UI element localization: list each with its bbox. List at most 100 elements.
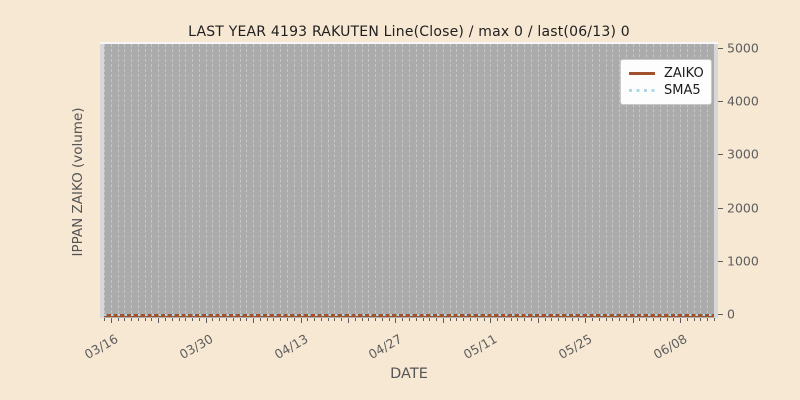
x-minor-tick bbox=[314, 318, 316, 321]
gridline bbox=[632, 44, 634, 318]
x-minor-tick bbox=[212, 318, 214, 321]
gridline bbox=[524, 44, 526, 318]
gridline bbox=[578, 44, 580, 318]
y-tick-label: 4000 bbox=[727, 93, 759, 109]
x-minor-tick bbox=[497, 318, 499, 321]
gridline bbox=[158, 44, 160, 318]
gridline bbox=[185, 44, 187, 318]
gridline bbox=[707, 44, 709, 318]
x-major-tick bbox=[680, 318, 682, 323]
x-minor-tick bbox=[476, 318, 478, 321]
x-minor-tick bbox=[578, 318, 580, 321]
gridline bbox=[171, 44, 173, 318]
gridline bbox=[341, 44, 343, 318]
x-tick-label: 06/08 bbox=[650, 331, 690, 363]
gridline bbox=[354, 44, 356, 318]
gridline bbox=[368, 44, 370, 318]
zaiko-line-swatch-icon bbox=[629, 72, 655, 75]
gridline bbox=[639, 44, 641, 318]
y-tick-mark bbox=[718, 260, 723, 262]
x-minor-tick bbox=[646, 318, 648, 321]
legend: ZAIKO SMA5 bbox=[620, 59, 712, 105]
x-minor-tick bbox=[327, 318, 329, 321]
x-major-tick bbox=[632, 318, 634, 323]
x-minor-tick bbox=[517, 318, 519, 321]
x-minor-tick bbox=[320, 318, 322, 321]
gridline bbox=[232, 44, 234, 318]
x-minor-tick bbox=[625, 318, 627, 321]
x-minor-tick bbox=[239, 318, 241, 321]
x-minor-tick bbox=[666, 318, 668, 321]
x-minor-tick bbox=[700, 318, 702, 321]
gridline bbox=[700, 44, 702, 318]
x-minor-tick bbox=[144, 318, 146, 321]
gridline bbox=[124, 44, 126, 318]
x-major-tick bbox=[585, 318, 587, 323]
sma5-dotted-swatch-icon bbox=[629, 89, 655, 92]
y-tick-mark bbox=[718, 154, 723, 156]
gridline bbox=[456, 44, 458, 318]
x-minor-tick bbox=[246, 318, 248, 321]
x-minor-tick bbox=[341, 318, 343, 321]
x-tick-label: 04/13 bbox=[271, 331, 311, 363]
plot-background bbox=[104, 44, 714, 318]
x-minor-tick bbox=[409, 318, 410, 321]
gridline bbox=[510, 44, 512, 318]
x-minor-tick bbox=[266, 318, 268, 321]
x-minor-tick bbox=[510, 318, 512, 321]
gridline bbox=[442, 44, 444, 318]
y-tick-mark bbox=[718, 48, 723, 49]
x-minor-tick bbox=[151, 318, 153, 321]
gridline bbox=[273, 44, 275, 318]
gridline bbox=[178, 44, 180, 318]
gridline bbox=[497, 44, 499, 318]
x-minor-tick bbox=[171, 318, 173, 321]
x-minor-tick bbox=[659, 318, 661, 321]
x-minor-tick bbox=[422, 318, 424, 321]
x-minor-tick bbox=[368, 318, 370, 321]
legend-label-sma5: SMA5 bbox=[664, 83, 701, 98]
x-minor-tick bbox=[361, 318, 363, 321]
x-minor-tick bbox=[551, 318, 553, 321]
x-minor-tick bbox=[558, 318, 560, 321]
gridline bbox=[686, 44, 688, 318]
gridline bbox=[592, 44, 593, 318]
x-minor-tick bbox=[449, 318, 451, 321]
x-minor-tick bbox=[673, 318, 675, 321]
x-minor-tick bbox=[287, 318, 288, 321]
x-minor-tick bbox=[354, 318, 356, 321]
gridline bbox=[470, 44, 471, 318]
x-minor-tick bbox=[544, 318, 546, 321]
y-tick-label: 5000 bbox=[727, 40, 759, 56]
x-minor-tick bbox=[524, 318, 526, 321]
gridline bbox=[246, 44, 248, 318]
gridline bbox=[551, 44, 553, 318]
gridline bbox=[381, 44, 383, 318]
gridline bbox=[449, 44, 451, 318]
x-major-tick bbox=[490, 318, 492, 323]
x-minor-tick bbox=[232, 318, 234, 321]
x-minor-tick bbox=[137, 318, 139, 321]
gridline bbox=[436, 44, 438, 318]
gridline bbox=[483, 44, 485, 318]
gridline bbox=[314, 44, 316, 318]
x-tick-label: 05/11 bbox=[461, 331, 500, 363]
y-tick-label: 2000 bbox=[727, 200, 759, 216]
gridline bbox=[307, 44, 309, 318]
x-minor-tick bbox=[571, 318, 573, 321]
legend-label-zaiko: ZAIKO bbox=[664, 66, 704, 81]
gridline bbox=[517, 44, 519, 318]
x-minor-tick bbox=[117, 318, 119, 321]
gridline bbox=[137, 44, 139, 318]
x-major-tick bbox=[395, 318, 397, 323]
gridline bbox=[226, 44, 227, 318]
gridline bbox=[348, 44, 349, 318]
gridline bbox=[409, 44, 410, 318]
gridline bbox=[564, 44, 566, 318]
x-minor-tick bbox=[280, 318, 282, 321]
x-minor-tick bbox=[605, 318, 607, 321]
gridline bbox=[625, 44, 627, 318]
plot-area: ZAIKO SMA5 bbox=[100, 42, 718, 318]
gridline bbox=[666, 44, 668, 318]
x-major-tick bbox=[253, 318, 255, 323]
